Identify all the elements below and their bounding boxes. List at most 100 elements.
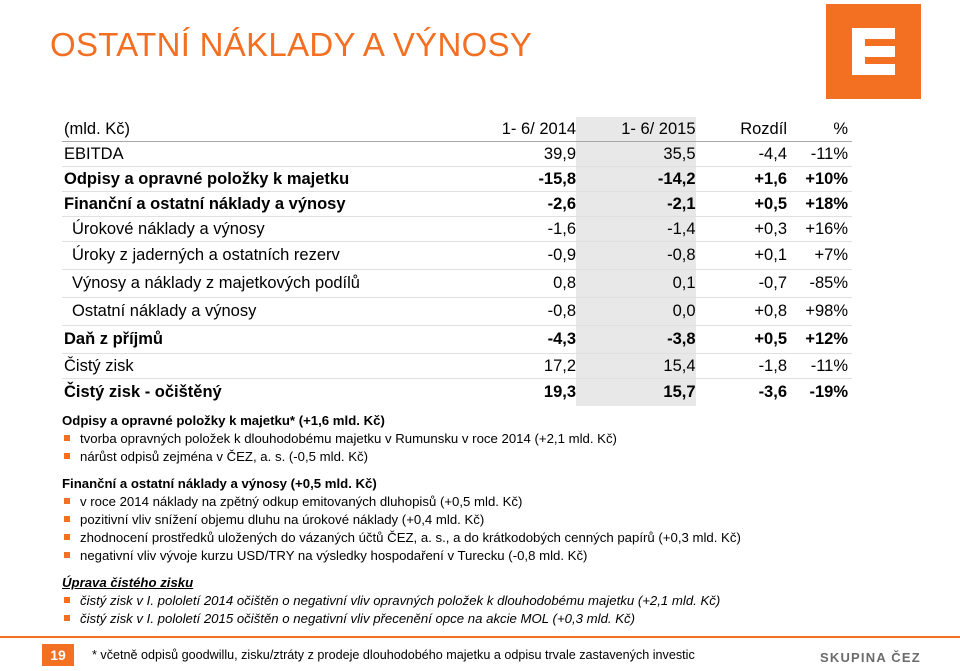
cell-pct: -85% xyxy=(787,269,852,298)
bullet-icon xyxy=(64,453,70,459)
bullet-icon xyxy=(64,498,70,504)
table-row: Úroky z jaderných a ostatních rezerv -0,… xyxy=(62,241,852,270)
cell-2014: -0,8 xyxy=(483,297,577,326)
list-item: pozitivní vliv snížení objemu dluhu na ú… xyxy=(62,511,942,529)
table-row: Ostatní náklady a výnosy -0,8 0,0 +0,8 +… xyxy=(62,297,852,326)
cell-2014: -0,9 xyxy=(483,241,577,270)
cell-2014: 0,8 xyxy=(483,269,577,298)
cell-diff: +0,8 xyxy=(695,297,787,326)
row-label: Finanční a ostatní náklady a výnosy xyxy=(62,191,484,217)
bullet-icon xyxy=(64,552,70,558)
cell-2015: 15,4 xyxy=(576,353,696,379)
row-label: Čistý zisk xyxy=(62,353,484,379)
cell-2015: -14,2 xyxy=(576,166,696,192)
cell-2014: 17,2 xyxy=(483,353,577,379)
bullet-icon xyxy=(64,435,70,441)
bullet-icon xyxy=(64,597,70,603)
cell-2014: -4,3 xyxy=(483,325,577,354)
cell-diff: +1,6 xyxy=(695,166,787,192)
cell-diff: +0,1 xyxy=(695,241,787,270)
notes-heading-depreciation: Odpisy a opravné položky k majetku* (+1,… xyxy=(62,413,385,428)
header-2015: 1- 6/ 2015 xyxy=(576,117,696,142)
cell-2015: 35,5 xyxy=(576,141,696,167)
cell-pct: -19% xyxy=(809,383,848,401)
table-row: Čistý zisk - očištěný 19,3 15,7 -3,6 -19… xyxy=(62,378,852,406)
page-title: OSTATNÍ NÁKLADY A VÝNOSY xyxy=(50,26,533,63)
cell-2014: -1,6 xyxy=(483,216,577,242)
commentary-notes: Odpisy a opravné položky k majetku* (+1,… xyxy=(62,412,942,628)
footer-divider xyxy=(0,636,960,638)
row-label: Úroky z jaderných a ostatních rezerv xyxy=(62,241,484,270)
cell-2014: -2,6 xyxy=(483,191,577,217)
cell-diff: +0,3 xyxy=(695,216,787,242)
row-label: Úrokové náklady a výnosy xyxy=(62,216,484,242)
row-label: Daň z příjmů xyxy=(62,325,484,354)
list-item-text: zhodnocení prostředků uložených do vázan… xyxy=(80,530,741,545)
row-label: Ostatní náklady a výnosy xyxy=(62,297,484,326)
cell-2015: 15,7 xyxy=(576,378,696,406)
row-label: Výnosy a náklady z majetkových podílů xyxy=(62,269,484,298)
list-item-text: čistý zisk v I. pololetí 2015 očištěn o … xyxy=(80,611,636,626)
list-item-text: pozitivní vliv snížení objemu dluhu na ú… xyxy=(80,512,485,527)
row-label: Čistý zisk - očištěný xyxy=(64,383,222,401)
bullet-icon xyxy=(64,615,70,621)
header-diff: Rozdíl xyxy=(695,117,787,142)
cell-pct: +10% xyxy=(787,166,852,192)
list-item-text: tvorba opravných položek k dlouhodobému … xyxy=(80,431,617,446)
cell-2014: 39,9 xyxy=(483,141,577,167)
cell-diff: -0,7 xyxy=(695,269,787,298)
cell-pct: -11% xyxy=(787,141,852,167)
list-item-text: negativní vliv vývoje kurzu USD/TRY na v… xyxy=(80,548,588,563)
list-item-text: čistý zisk v I. pololetí 2014 očištěn o … xyxy=(80,593,721,608)
cell-2015: -0,8 xyxy=(576,241,696,270)
notes-heading-financial: Finanční a ostatní náklady a výnosy (+0,… xyxy=(62,476,377,491)
bullet-icon xyxy=(64,534,70,540)
cell-pct: +7% xyxy=(787,241,852,270)
row-label: Odpisy a opravné položky k majetku xyxy=(62,166,484,192)
cez-e-logo-icon xyxy=(826,4,921,99)
header-unit: (mld. Kč) xyxy=(62,117,484,142)
table-row: Výnosy a náklady z majetkových podílů 0,… xyxy=(62,269,852,298)
cell-2015: -3,8 xyxy=(576,325,696,354)
table-row: Daň z příjmů -4,3 -3,8 +0,5 +12% xyxy=(62,325,852,354)
list-item: v roce 2014 náklady na zpětný odkup emit… xyxy=(62,493,942,511)
table-row: Úrokové náklady a výnosy -1,6 -1,4 +0,3 … xyxy=(62,216,852,242)
row-label: EBITDA xyxy=(62,141,484,167)
cell-pct: +16% xyxy=(787,216,852,242)
list-item-text: v roce 2014 náklady na zpětný odkup emit… xyxy=(80,494,523,509)
cell-2014: 19,3 xyxy=(543,383,577,401)
list-item: čistý zisk v I. pololetí 2014 očištěn o … xyxy=(62,592,942,610)
cell-pct: -11% xyxy=(787,353,852,379)
cell-diff: -3,6 xyxy=(758,383,787,401)
footnote: * včetně odpisů goodwillu, zisku/ztráty … xyxy=(92,648,695,662)
cell-2015: -2,1 xyxy=(576,191,696,217)
table-row: Odpisy a opravné položky k majetku -15,8… xyxy=(62,166,852,192)
cell-diff: -4,4 xyxy=(695,141,787,167)
table-row: EBITDA 39,9 35,5 -4,4 -11% xyxy=(62,141,852,167)
cell-diff: +0,5 xyxy=(695,191,787,217)
cell-2014: -15,8 xyxy=(483,166,577,192)
cell-pct: +18% xyxy=(787,191,852,217)
cell-pct: +98% xyxy=(787,297,852,326)
page-number: 19 xyxy=(42,644,74,666)
table-row: Finanční a ostatní náklady a výnosy -2,6… xyxy=(62,191,852,217)
table-header-row: (mld. Kč) 1- 6/ 2014 1- 6/ 2015 Rozdíl % xyxy=(62,117,852,142)
list-item: čistý zisk v I. pololetí 2015 očištěn o … xyxy=(62,610,942,628)
list-item: tvorba opravných položek k dlouhodobému … xyxy=(62,430,942,448)
financial-table: (mld. Kč) 1- 6/ 2014 1- 6/ 2015 Rozdíl %… xyxy=(62,117,852,406)
bullet-icon xyxy=(64,516,70,522)
cell-2015: 0,1 xyxy=(576,269,696,298)
cell-2015: -1,4 xyxy=(576,216,696,242)
list-item: nárůst odpisů zejména v ČEZ, a. s. (-0,5… xyxy=(62,448,942,466)
cell-pct: +12% xyxy=(787,325,852,354)
header-2014: 1- 6/ 2014 xyxy=(483,117,577,142)
notes-heading-adjustment: Úprava čistého zisku xyxy=(62,575,194,590)
table-row: Čistý zisk 17,2 15,4 -1,8 -11% xyxy=(62,353,852,379)
brand-label: SKUPINA ČEZ xyxy=(820,650,921,665)
cell-diff: +0,5 xyxy=(695,325,787,354)
list-item: negativní vliv vývoje kurzu USD/TRY na v… xyxy=(62,547,942,565)
list-item-text: nárůst odpisů zejména v ČEZ, a. s. (-0,5… xyxy=(80,449,369,464)
header-pct: % xyxy=(787,117,852,142)
list-item: zhodnocení prostředků uložených do vázan… xyxy=(62,529,942,547)
cell-diff: -1,8 xyxy=(695,353,787,379)
